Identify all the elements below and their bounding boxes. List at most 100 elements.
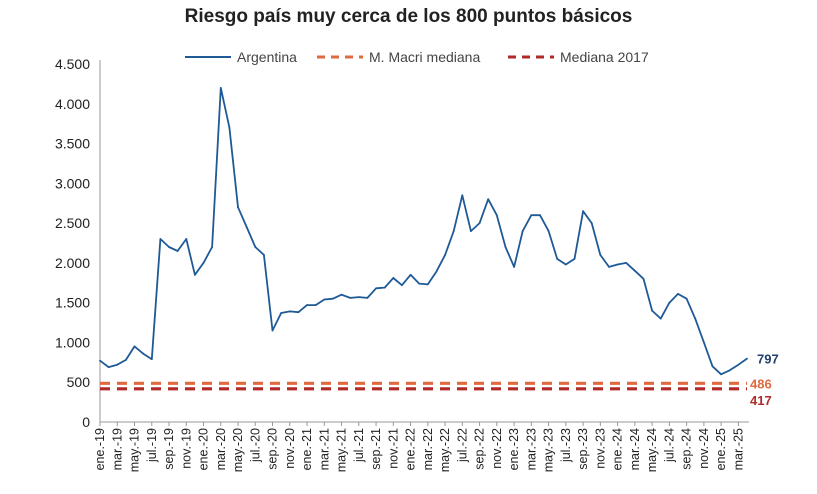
data-point-argentina [530, 214, 533, 217]
data-point-argentina [297, 311, 300, 314]
data-point-argentina [616, 263, 619, 266]
x-tick-label: mar.-19 [110, 428, 124, 470]
data-point-argentina [288, 310, 291, 313]
data-point-argentina [150, 358, 153, 361]
data-point-argentina [392, 277, 395, 279]
x-tick-label: mar.-23 [524, 428, 538, 470]
data-point-argentina [306, 304, 308, 306]
data-point-argentina [142, 352, 145, 355]
data-point-argentina [219, 86, 222, 89]
end-label-median-2017: 417 [750, 393, 772, 408]
data-point-argentina [314, 304, 317, 306]
data-point-argentina [702, 341, 705, 344]
data-point-argentina [651, 309, 654, 312]
x-tick-label: may.-20 [231, 428, 245, 472]
data-point-argentina [668, 301, 671, 304]
legend-label: Argentina [237, 49, 297, 65]
data-point-argentina [599, 254, 602, 256]
x-tick-label: sep.-24 [680, 428, 694, 470]
x-tick-label: jul.-23 [559, 428, 573, 463]
data-point-argentina [513, 265, 515, 268]
x-tick-label: may.-19 [128, 428, 142, 472]
x-tick-label: may.-22 [438, 428, 452, 472]
x-tick-label: sep.-20 [266, 428, 280, 470]
data-point-argentina [401, 284, 403, 287]
x-tick-label: nov.-20 [283, 428, 297, 469]
data-point-argentina [237, 206, 239, 209]
data-point-argentina [539, 214, 541, 217]
x-tick-label: nov.-19 [179, 428, 193, 469]
x-tick-label: ene.-24 [611, 428, 625, 470]
data-point-argentina [159, 238, 162, 240]
data-point-argentina [418, 282, 421, 285]
data-point-argentina [435, 270, 438, 273]
data-point-argentina [504, 246, 507, 248]
data-point-argentina [124, 359, 127, 361]
data-point-argentina [470, 230, 472, 232]
end-label-macri-median: 486 [750, 376, 772, 391]
series-line-argentina [99, 87, 748, 376]
data-point-argentina [547, 230, 550, 232]
y-tick-label: 1.500 [55, 295, 90, 311]
y-tick-label: 4.000 [55, 96, 90, 112]
data-point-argentina [694, 317, 697, 320]
x-tick-label: may.-21 [335, 428, 349, 472]
y-tick-label: 2.500 [55, 215, 90, 231]
data-point-argentina [245, 226, 248, 228]
data-point-argentina [677, 293, 679, 295]
data-point-argentina [659, 317, 662, 320]
data-point-argentina [280, 312, 283, 314]
x-tick-label: mar.-22 [421, 428, 435, 470]
data-point-argentina [633, 269, 636, 272]
data-point-argentina [444, 254, 446, 256]
data-point-argentina [642, 277, 645, 280]
x-tick-label: nov.-21 [386, 428, 400, 469]
x-tick-label: ene.-22 [404, 428, 418, 470]
data-point-argentina [711, 365, 714, 368]
x-tick-label: may.-23 [542, 428, 556, 472]
data-point-argentina [263, 254, 265, 256]
data-point-argentina [168, 246, 170, 248]
x-tick-label: ene.-21 [300, 428, 314, 470]
y-tick-label: 1.000 [55, 334, 90, 350]
y-tick-label: 2.000 [55, 255, 90, 271]
x-tick-label: nov.-22 [490, 428, 504, 469]
x-tick-label: sep.-19 [162, 428, 176, 470]
data-point-argentina [193, 273, 196, 276]
data-point-argentina [271, 329, 274, 332]
data-point-argentina [556, 258, 559, 260]
legend-label: Mediana 2017 [560, 49, 649, 65]
data-point-argentina [349, 296, 352, 299]
x-tick-label: ene.-19 [93, 428, 107, 470]
data-point-argentina [99, 359, 101, 362]
data-point-argentina [746, 357, 748, 360]
data-point-argentina [573, 258, 576, 260]
data-point-argentina [720, 373, 723, 376]
y-tick-label: 4.500 [55, 56, 90, 72]
data-point-argentina [332, 297, 334, 300]
data-point-argentina [737, 363, 740, 366]
x-tick-label: ene.-20 [197, 428, 211, 470]
x-tick-label: nov.-23 [593, 428, 607, 469]
data-point-argentina [228, 126, 231, 129]
data-point-argentina [185, 238, 188, 240]
data-point-argentina [582, 210, 584, 213]
x-tick-label: mar.-21 [317, 428, 331, 470]
x-tick-label: ene.-25 [714, 428, 728, 470]
x-tick-label: jul.-22 [455, 428, 469, 463]
end-label-argentina: 797 [757, 352, 779, 367]
x-tick-label: nov.-24 [697, 428, 711, 469]
x-tick-label: jul.-19 [145, 428, 159, 463]
data-point-argentina [625, 261, 628, 264]
data-point-argentina [375, 287, 377, 290]
x-tick-label: may.-24 [645, 428, 659, 472]
data-point-argentina [366, 296, 369, 299]
x-tick-label: jul.-24 [662, 428, 676, 463]
x-tick-label: sep.-22 [473, 428, 487, 470]
x-tick-label: mar.-24 [628, 428, 642, 470]
y-tick-label: 0 [82, 414, 90, 430]
legend-label: M. Macri mediana [369, 49, 480, 65]
data-point-argentina [608, 265, 610, 268]
